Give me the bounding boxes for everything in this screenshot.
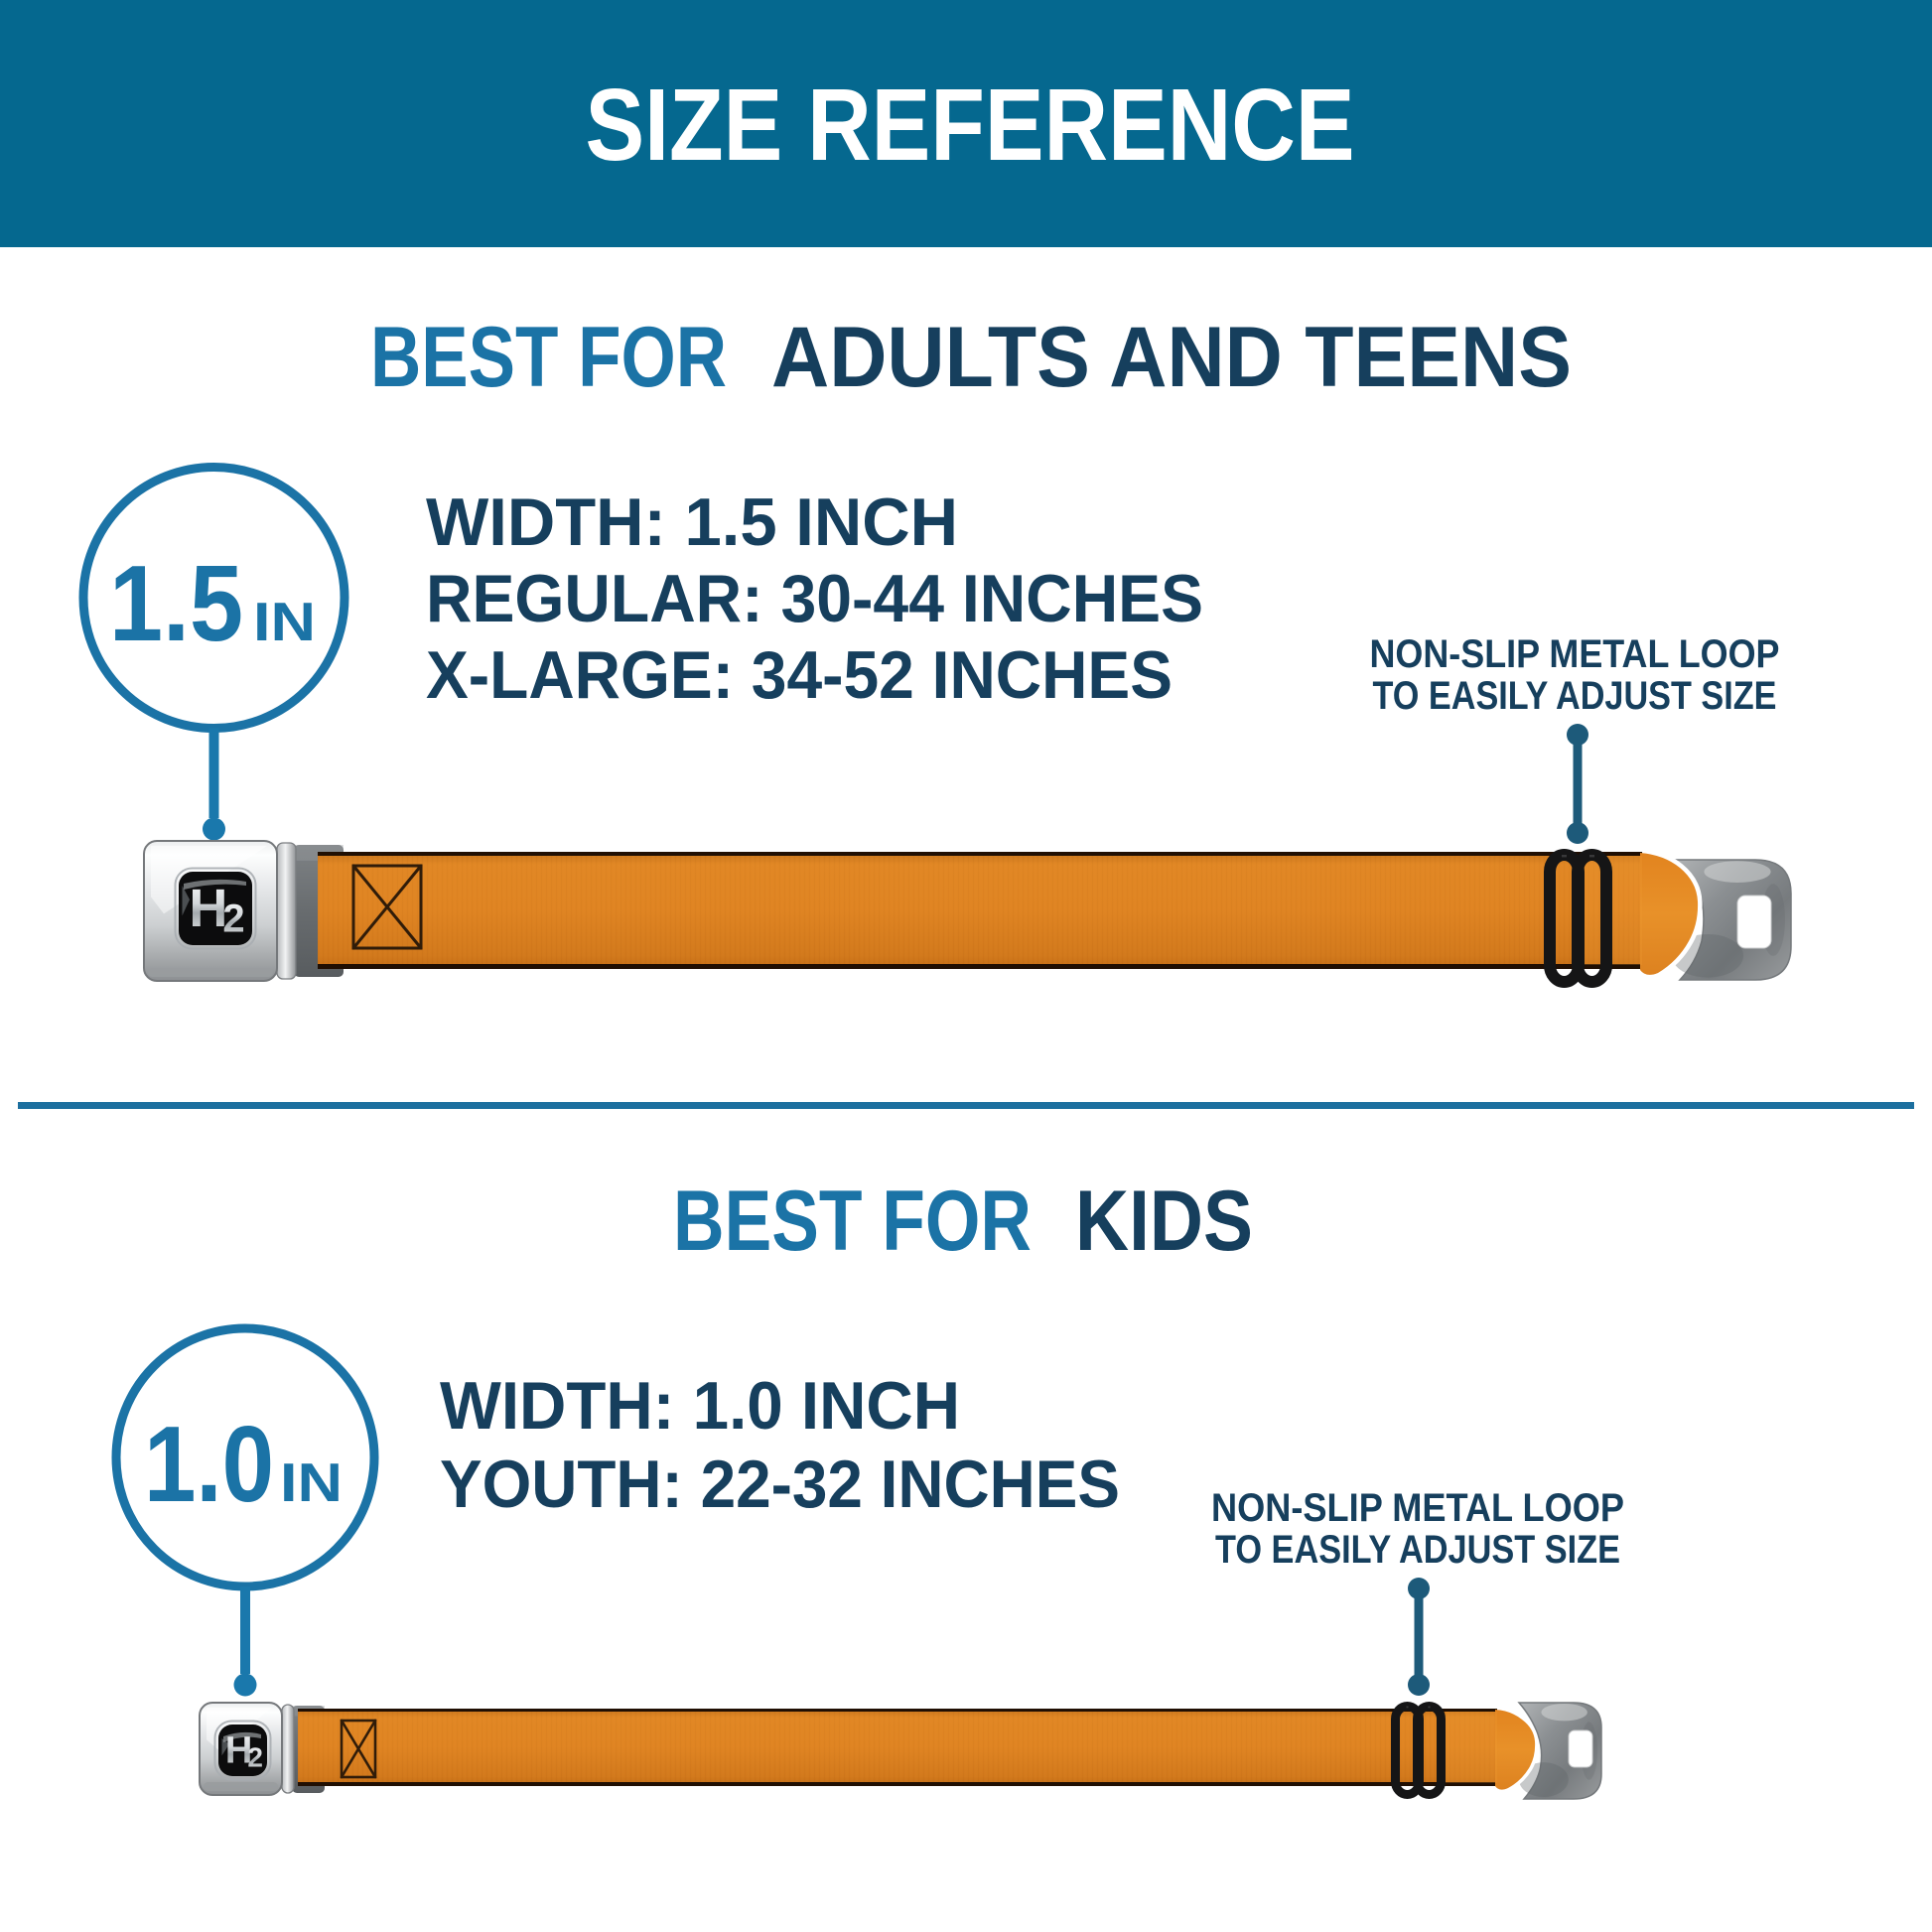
svg-text:REGULAR: 30-44 INCHES: REGULAR: 30-44 INCHES	[426, 561, 1203, 636]
svg-text:ADULTS AND TEENS: ADULTS AND TEENS	[771, 310, 1572, 405]
svg-text:2: 2	[222, 897, 244, 941]
svg-text:TO EASILY ADJUST SIZE: TO EASILY ADJUST SIZE	[1215, 1528, 1620, 1572]
svg-text:SIZE REFERENCE: SIZE REFERENCE	[586, 68, 1355, 182]
svg-text:IN: IN	[253, 591, 316, 652]
svg-text:WIDTH: 1.5 INCH: WIDTH: 1.5 INCH	[426, 484, 958, 560]
svg-text:NON-SLIP METAL LOOP: NON-SLIP METAL LOOP	[1370, 632, 1780, 676]
svg-text:2: 2	[247, 1742, 263, 1773]
svg-text:H: H	[225, 1729, 252, 1771]
svg-text:YOUTH: 22-32 INCHES: YOUTH: 22-32 INCHES	[440, 1447, 1120, 1522]
svg-text:NON-SLIP METAL LOOP: NON-SLIP METAL LOOP	[1211, 1486, 1624, 1530]
svg-text:1.5: 1.5	[109, 543, 243, 664]
svg-text:X-LARGE: 34-52 INCHES: X-LARGE: 34-52 INCHES	[426, 637, 1173, 713]
svg-text:BEST FOR: BEST FOR	[673, 1173, 1032, 1269]
svg-text:1.0: 1.0	[144, 1404, 274, 1525]
svg-text:IN: IN	[280, 1451, 343, 1513]
svg-text:KIDS: KIDS	[1075, 1173, 1253, 1269]
svg-text:H: H	[189, 879, 227, 938]
svg-text:TO EASILY ADJUST SIZE: TO EASILY ADJUST SIZE	[1373, 674, 1777, 718]
svg-text:WIDTH: 1.0 INCH: WIDTH: 1.0 INCH	[440, 1368, 960, 1444]
svg-text:BEST FOR: BEST FOR	[370, 310, 727, 405]
